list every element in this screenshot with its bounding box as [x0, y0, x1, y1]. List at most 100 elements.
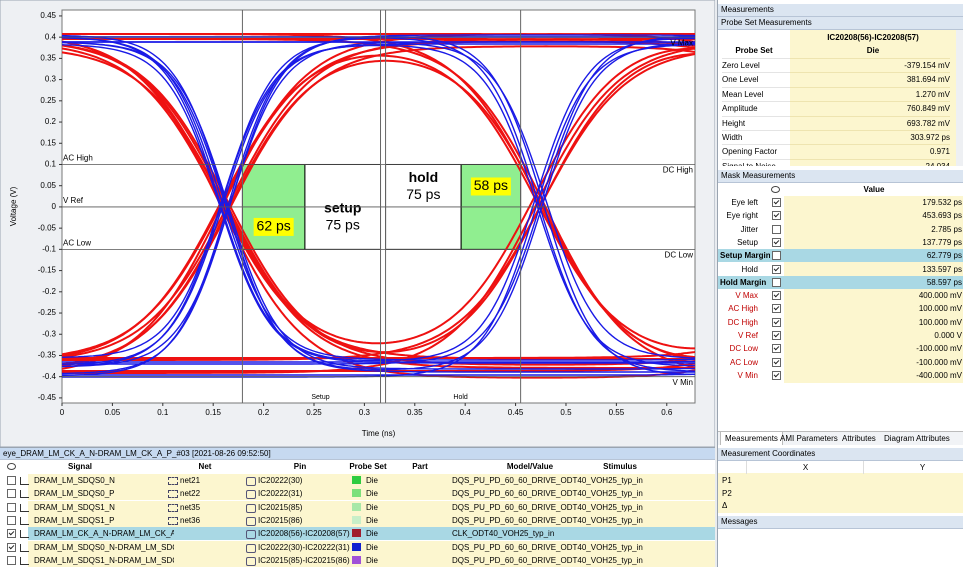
row-label: V Min — [737, 370, 758, 380]
checkbox[interactable] — [772, 291, 781, 301]
probe-set: Die — [366, 529, 379, 539]
probe-swatch — [352, 542, 361, 551]
tab[interactable]: Diagram Attributes — [884, 434, 950, 443]
signal-name[interactable]: DRAM_LM_SDQS0_N — [34, 476, 115, 485]
signal-name[interactable]: DRAM_LM_CK_A_N-DRAM_LM_CK_A_P — [34, 529, 174, 539]
waveform — [62, 35, 695, 365]
y-tick-label: 0.45 — [40, 11, 56, 20]
signal-name[interactable]: DRAM_LM_SDQS1_N — [34, 502, 115, 512]
signal-name[interactable]: DRAM_LM_SDQS0_P — [34, 489, 115, 499]
column-header: Value — [784, 183, 963, 196]
row-value: 453.693 ps — [922, 211, 962, 221]
box-title: hold — [409, 169, 439, 185]
signal-icon — [20, 503, 29, 512]
y-tick-label: 0.35 — [40, 53, 56, 62]
y-tick-label: 0 — [52, 202, 57, 211]
row-label: DC High — [727, 317, 758, 327]
row-label: AC High — [728, 304, 758, 314]
y-tick-label: 0.1 — [45, 160, 57, 169]
probe-set: Die — [366, 476, 379, 485]
row-value: 693.782 mV — [790, 115, 950, 130]
waveform — [62, 52, 695, 361]
pin-name: IC20215(86) — [258, 515, 303, 525]
row-label: Eye right — [726, 211, 758, 221]
checkbox[interactable] — [772, 224, 781, 234]
checkbox[interactable] — [772, 331, 781, 340]
checkbox[interactable] — [7, 555, 16, 565]
box-label: 75 ps — [326, 217, 360, 233]
checkbox[interactable] — [7, 515, 16, 525]
tab[interactable]: Attributes — [842, 434, 876, 443]
y-tick-label: 0.3 — [45, 75, 57, 84]
probe-swatch — [352, 476, 361, 484]
signal-name[interactable]: DRAM_LM_SDQS0_N-DRAM_LM_SDQS0_P — [34, 542, 174, 552]
marker-label: Setup — [311, 394, 329, 401]
signal-icon — [20, 556, 29, 565]
column-header: Model/Value — [506, 462, 554, 471]
signal-name[interactable]: DRAM_LM_SDQS1_P — [34, 515, 115, 525]
level-label: V Ref — [63, 196, 84, 205]
marker-label: Hold — [453, 394, 468, 401]
tab-bar: Measurements AMI Parameters Attributes Diag… — [718, 431, 963, 445]
x-tick-label: 0.1 — [157, 408, 169, 417]
checkbox[interactable] — [772, 357, 781, 367]
net-name: net21 — [180, 476, 201, 485]
checkbox[interactable] — [772, 344, 781, 354]
signal-icon — [20, 530, 29, 539]
checkbox[interactable] — [7, 529, 16, 539]
row-label: P1 — [722, 476, 732, 485]
tab[interactable]: AMI Parameters — [780, 434, 838, 443]
table-band — [790, 30, 956, 166]
checkbox[interactable] — [7, 489, 16, 499]
row-label: Height — [722, 115, 790, 130]
checkbox[interactable] — [772, 370, 781, 380]
checkbox[interactable] — [772, 211, 781, 221]
tab[interactable]: Measurements — [720, 432, 783, 445]
row-label: Hold — [741, 264, 758, 274]
column-header: Probe Set — [349, 462, 387, 471]
row-value: 100.000 mV — [918, 304, 962, 314]
signal-name[interactable]: DRAM_LM_SDQS1_N-DRAM_LM_SDQS1_P — [34, 555, 174, 565]
probe-set: Die — [366, 542, 379, 552]
row-label: P2 — [722, 488, 732, 498]
checkbox[interactable] — [772, 237, 781, 247]
row-value: 381.694 mV — [790, 72, 950, 86]
row-label: Zero Level — [722, 58, 790, 72]
pin-icon — [246, 503, 256, 513]
x-tick-label: 0.2 — [258, 408, 270, 417]
row-label: AC Low — [729, 357, 758, 367]
section-header: Mask Measurements — [718, 170, 963, 183]
checkbox[interactable] — [772, 317, 781, 327]
y-tick-label: 0.4 — [45, 32, 57, 41]
y-tick-label: 0.05 — [40, 181, 56, 190]
row-value: 0.971 — [790, 144, 950, 158]
checkbox[interactable] — [772, 198, 781, 207]
checkbox[interactable] — [772, 277, 781, 287]
model-value: DQS_PU_PD_60_60_DRIVE_ODT40_VOH25_typ_in — [452, 476, 643, 485]
waveform — [62, 34, 695, 373]
probe-swatch — [352, 529, 361, 538]
probe-set: Die — [366, 515, 379, 525]
level-label: DC High — [663, 166, 693, 175]
pin-icon — [246, 543, 256, 553]
checkbox[interactable] — [7, 542, 16, 552]
row-value: 62.779 ps — [926, 251, 962, 261]
level-label: AC Low — [63, 238, 91, 247]
checkbox[interactable] — [772, 304, 781, 314]
net-icon — [168, 477, 178, 485]
checkbox[interactable] — [772, 251, 781, 261]
checkbox[interactable] — [7, 502, 16, 512]
probe-swatch — [352, 555, 361, 564]
y-tick-label: -0.2 — [42, 287, 56, 296]
row-value: -100.000 mV — [916, 357, 962, 367]
box-label: 62 ps — [257, 218, 291, 234]
level-label: AC High — [63, 154, 93, 163]
y-tick-label: -0.1 — [42, 244, 56, 253]
waveform — [62, 45, 695, 366]
checkbox[interactable] — [7, 476, 16, 485]
model-value: DQS_PU_PD_60_60_DRIVE_ODT40_VOH25_typ_in — [452, 555, 643, 565]
eye-icon — [771, 186, 780, 193]
checkbox[interactable] — [772, 264, 781, 274]
mask-table: Value Eye left 179.532 ps Eye right 453.693 … — [718, 183, 963, 383]
